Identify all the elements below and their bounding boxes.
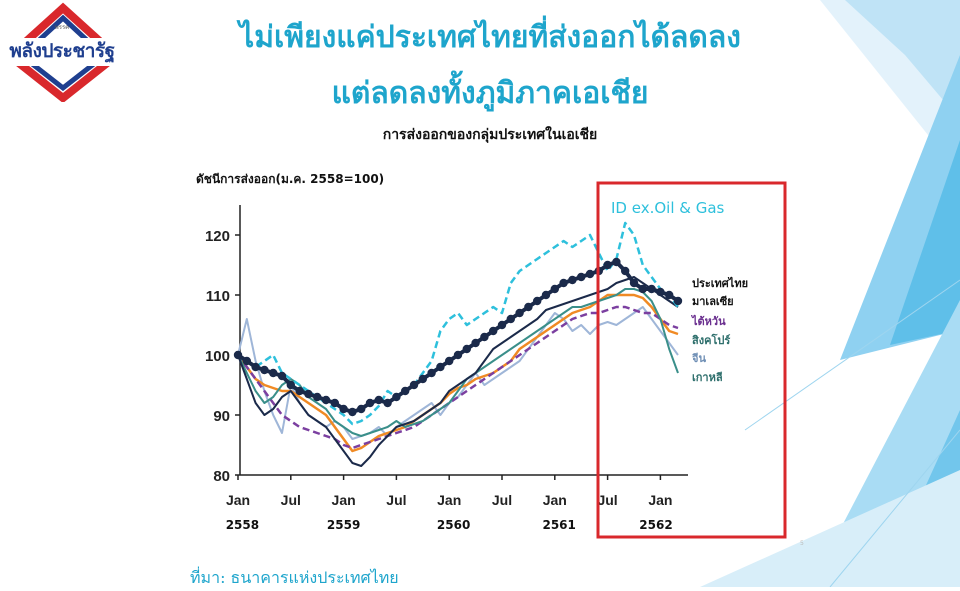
series-marker bbox=[260, 365, 269, 375]
series-marker bbox=[638, 284, 647, 294]
y-tick-label: 110 bbox=[206, 288, 230, 305]
year-label: 2559 bbox=[327, 518, 360, 532]
legend-label: จีน bbox=[691, 352, 706, 365]
series-marker bbox=[295, 386, 304, 396]
series-line-5 bbox=[237, 276, 679, 467]
logo-text-band bbox=[4, 38, 122, 66]
series-marker bbox=[577, 272, 586, 282]
series-marker bbox=[533, 296, 542, 306]
decor-triangle-bottom-light bbox=[700, 470, 960, 587]
series-marker bbox=[348, 407, 357, 417]
series-marker bbox=[304, 389, 313, 399]
series-marker bbox=[471, 338, 480, 348]
series-marker bbox=[612, 257, 621, 267]
series-marker bbox=[242, 356, 251, 366]
highlight-box bbox=[596, 181, 787, 539]
series-marker bbox=[673, 296, 683, 306]
x-tick-label: Jan bbox=[226, 492, 250, 508]
series-marker bbox=[559, 278, 568, 288]
series-marker bbox=[357, 404, 366, 414]
series-marker bbox=[251, 362, 260, 372]
series-marker bbox=[515, 308, 524, 318]
series-marker bbox=[418, 374, 427, 384]
x-tick-label: Jan bbox=[437, 492, 461, 508]
series-marker bbox=[665, 290, 674, 300]
y-tick-label: 80 bbox=[213, 468, 230, 485]
highlight-label: ID ex.Oil & Gas bbox=[611, 199, 725, 217]
series-marker bbox=[480, 332, 489, 342]
series-marker bbox=[585, 269, 595, 279]
decor-line bbox=[744, 279, 960, 431]
x-tick-label: Jul bbox=[386, 492, 406, 508]
x-tick-label: Jul bbox=[597, 492, 617, 508]
series-line-3 bbox=[237, 288, 679, 437]
decor-line-2 bbox=[829, 429, 960, 587]
series-marker bbox=[524, 302, 533, 312]
series-marker bbox=[550, 284, 559, 294]
series-marker bbox=[656, 287, 665, 297]
legend-label: สิงคโปร์ bbox=[692, 333, 731, 347]
series-marker bbox=[621, 266, 630, 276]
x-tick-label: Jul bbox=[492, 492, 512, 508]
legend-label: ไต้หวัน bbox=[690, 314, 726, 328]
series-marker bbox=[392, 392, 401, 402]
source-note: ที่มา: ธนาคารแห่งประเทศไทย bbox=[190, 568, 399, 587]
y-axis-label: ดัชนีการส่งออก(ม.ค. 2558=100) bbox=[196, 172, 385, 186]
chart-subtitle: การส่งออกของกลุ่มประเทศในเอเชีย bbox=[382, 127, 598, 143]
series-marker bbox=[383, 398, 392, 408]
series-marker bbox=[286, 380, 295, 390]
year-label: 2561 bbox=[542, 518, 575, 532]
series-line-1 bbox=[236, 293, 679, 453]
x-tick-label: Jan bbox=[332, 492, 356, 508]
series-marker bbox=[313, 392, 322, 402]
series-marker bbox=[339, 404, 348, 414]
series-marker bbox=[506, 314, 515, 324]
y-tick-label: 90 bbox=[213, 408, 230, 425]
series-marker bbox=[489, 326, 498, 336]
series-line-2 bbox=[236, 305, 679, 450]
year-label: 2560 bbox=[437, 518, 470, 532]
legend-label: ประเทศไทย bbox=[692, 276, 748, 290]
series-marker bbox=[568, 275, 577, 285]
series-marker bbox=[453, 350, 463, 360]
series-marker bbox=[603, 260, 612, 270]
series-marker bbox=[401, 386, 410, 396]
series-marker bbox=[233, 350, 243, 360]
series-marker bbox=[462, 344, 471, 354]
logo-small-text: พรรค bbox=[54, 24, 70, 31]
decor-triangle-top-inner bbox=[845, 0, 960, 120]
x-tick-label: Jul bbox=[281, 492, 301, 508]
series-marker bbox=[647, 284, 656, 294]
series-marker bbox=[330, 398, 339, 408]
decor-triangle-right-inner bbox=[890, 140, 960, 345]
series-marker bbox=[497, 320, 507, 330]
page-title-line-1: ไม่เพียงแค่ประเทศไทยที่ส่งออกได้ลดลง bbox=[239, 20, 741, 55]
x-tick-label: Jan bbox=[648, 492, 672, 508]
series-marker bbox=[365, 398, 375, 408]
y-tick-label: 100 bbox=[205, 348, 230, 365]
year-label: 2558 bbox=[226, 518, 259, 532]
series-marker bbox=[427, 368, 436, 378]
page-number: 5 bbox=[800, 540, 804, 547]
series-marker bbox=[445, 356, 454, 366]
party-logo bbox=[4, 2, 122, 102]
series-marker bbox=[374, 395, 383, 405]
x-tick-label: Jan bbox=[543, 492, 567, 508]
legend-label: เกาหลี bbox=[692, 371, 723, 384]
series-marker bbox=[269, 368, 278, 378]
page-title-line-2: แต่ลดลงทั้งภูมิภาคเอเชีย bbox=[331, 76, 649, 111]
series-marker bbox=[629, 278, 639, 288]
legend-label: มาเลเซีย bbox=[692, 295, 734, 308]
series-marker bbox=[541, 290, 551, 300]
y-tick-label: 120 bbox=[205, 228, 230, 245]
series-marker bbox=[321, 395, 331, 405]
year-label: 2562 bbox=[639, 518, 672, 532]
series-line-4 bbox=[237, 306, 679, 440]
series-marker bbox=[277, 371, 287, 381]
series-marker bbox=[436, 362, 445, 372]
series-marker bbox=[409, 380, 419, 390]
logo-name: พลังประชารัฐ bbox=[9, 40, 115, 62]
